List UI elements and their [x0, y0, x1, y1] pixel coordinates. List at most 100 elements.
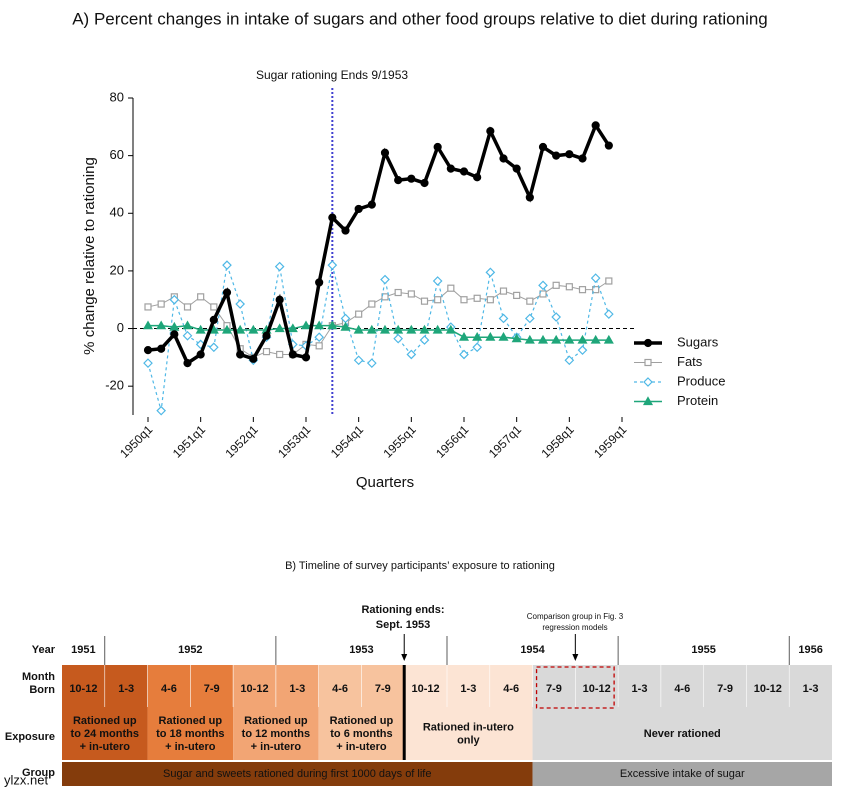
exposure-cell: [318, 707, 405, 760]
x-tick-label: 1953q1: [275, 422, 313, 460]
point: [301, 353, 311, 362]
point: [473, 173, 482, 182]
point: [420, 297, 429, 305]
comparison-box: [535, 666, 615, 709]
month-cell: [190, 665, 234, 707]
point: [420, 178, 429, 188]
point: [577, 334, 588, 344]
point: [564, 355, 575, 366]
month-label: 10-12: [754, 683, 782, 695]
point: [195, 324, 206, 334]
year-label: 1956: [798, 644, 822, 656]
month-label: 4-6: [674, 683, 690, 695]
group-label: Sugar and sweets rationed during first 1…: [163, 768, 431, 780]
point: [643, 377, 653, 387]
exposure-cell: [404, 707, 533, 760]
point: [248, 324, 259, 334]
rationing-ends: Sept. 1953: [376, 619, 430, 631]
point: [472, 342, 483, 353]
timeline-title: B) Timeline of survey participants’ expo…: [285, 560, 555, 572]
legend-label: Fats: [677, 354, 703, 369]
point: [366, 358, 377, 368]
point: [394, 176, 403, 185]
month-label: 4-6: [503, 683, 519, 695]
month-cell: [703, 665, 747, 707]
month-label: 7-9: [375, 683, 391, 695]
point: [353, 324, 364, 334]
point: [434, 296, 442, 304]
point: [367, 200, 376, 209]
x-tick-label: 1956q1: [433, 422, 471, 460]
month-cell: [532, 665, 576, 707]
row-label: Month: [22, 671, 55, 683]
month-label: 10-12: [240, 683, 268, 695]
year-label: 1952: [178, 644, 202, 656]
month-cell: [318, 665, 362, 707]
month-cell: [62, 665, 105, 707]
point: [498, 313, 509, 324]
point: [447, 284, 455, 292]
exposure-label: + in-utero: [251, 741, 302, 753]
point: [341, 226, 350, 235]
group-cell: [62, 762, 533, 786]
exposure-cell: [532, 707, 832, 760]
month-label: 4-6: [161, 683, 177, 695]
comparison-note: regression models: [542, 623, 607, 632]
month-label: 10-12: [69, 683, 97, 695]
point: [603, 309, 614, 319]
point: [300, 320, 312, 330]
point: [394, 288, 402, 297]
exposure-cell: [233, 707, 319, 760]
point: [498, 331, 509, 341]
point: [196, 350, 205, 359]
exposure-label: to 6 months: [330, 728, 392, 740]
point: [315, 278, 324, 287]
point: [552, 281, 560, 289]
rationing-ends: Rationing ends:: [361, 604, 444, 616]
point: [499, 287, 508, 295]
exposure-label: to 24 months: [71, 728, 139, 740]
point: [513, 291, 521, 300]
point: [525, 193, 534, 202]
point: [578, 154, 587, 163]
point: [565, 283, 573, 291]
point: [197, 293, 205, 301]
point: [565, 150, 574, 159]
point: [393, 333, 404, 344]
point: [182, 320, 193, 330]
point: [604, 141, 613, 150]
point: [552, 151, 561, 160]
arrowhead: [401, 654, 408, 661]
point: [327, 320, 338, 330]
point: [157, 300, 165, 308]
month-cell: [361, 665, 405, 707]
arrowhead: [572, 654, 579, 661]
point: [643, 338, 653, 348]
month-label: 10-12: [583, 683, 611, 695]
point: [182, 330, 193, 341]
exposure-label: Rationed up: [244, 715, 308, 727]
point: [327, 260, 338, 270]
point: [170, 330, 179, 339]
point: [460, 296, 468, 304]
point: [578, 286, 587, 294]
point: [486, 296, 494, 304]
month-label: 10-12: [412, 683, 440, 695]
y-tick-label: 40: [110, 205, 124, 220]
point: [603, 334, 614, 344]
point: [590, 334, 601, 344]
point: [222, 260, 232, 270]
point: [459, 167, 469, 176]
group-cell: [532, 762, 832, 786]
exposure-label: Rationed up: [330, 715, 394, 727]
point: [235, 324, 246, 334]
point: [262, 331, 271, 340]
x-tick-label: 1957q1: [486, 422, 524, 460]
point: [368, 300, 376, 308]
row-label: Year: [32, 644, 56, 656]
month-label: 4-6: [332, 683, 348, 695]
point: [156, 405, 167, 416]
month-cell: [104, 665, 148, 707]
month-label: 1-3: [632, 683, 648, 695]
